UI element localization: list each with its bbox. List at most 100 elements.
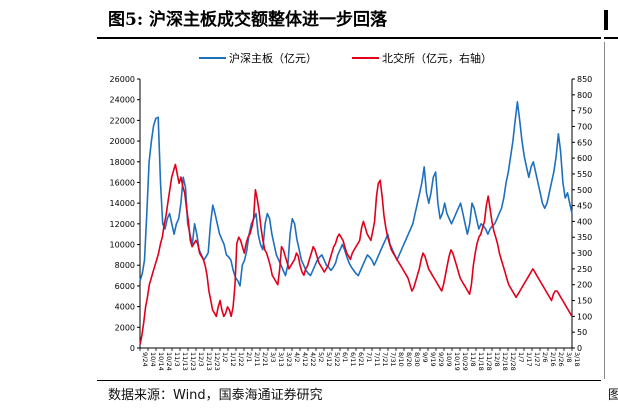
x-tick-label: 2/6 bbox=[541, 352, 549, 362]
y-left-tick-label: 16000 bbox=[110, 178, 135, 187]
y-left-tick-label: 22000 bbox=[110, 116, 135, 125]
x-tick-label: 12/8 bbox=[493, 352, 501, 367]
legend-label-main: 沪深主板（亿元） bbox=[229, 51, 317, 65]
x-tick-label: 11/18 bbox=[477, 352, 485, 371]
x-tick-label: 3/13 bbox=[277, 352, 285, 367]
adjacent-figure-rule bbox=[604, 37, 618, 39]
x-tick-label: 10/4 bbox=[149, 352, 157, 367]
legend-label-bj: 北交所（亿元，右轴） bbox=[382, 51, 492, 65]
series-line-bj bbox=[139, 163, 573, 345]
y-left-tick-label: 2000 bbox=[115, 323, 135, 332]
y-right-tick-label: 300 bbox=[577, 249, 592, 258]
x-tick-label: 12/28 bbox=[509, 352, 517, 371]
y-right-tick-label: 850 bbox=[577, 75, 592, 84]
y-right-tick-label: 550 bbox=[577, 170, 592, 179]
x-tick-label: 11/8 bbox=[469, 352, 477, 367]
bottom-rule bbox=[97, 380, 601, 381]
y-left-tick-label: 18000 bbox=[110, 158, 135, 167]
y-right-tick-label: 0 bbox=[577, 344, 582, 353]
series-lines bbox=[139, 101, 573, 345]
x-tick-label: 11/23 bbox=[189, 352, 197, 371]
y-left-tick-label: 4000 bbox=[115, 303, 135, 312]
x-tick-label: 6/21 bbox=[357, 352, 365, 367]
adjacent-figure-marker bbox=[604, 10, 608, 30]
y-left-tick-label: 6000 bbox=[115, 282, 135, 291]
figure-title: 图5: 沪深主板成交额整体进一步回落 bbox=[108, 10, 388, 30]
y-left-tick-label: 20000 bbox=[110, 137, 135, 146]
x-tick-label: 3/3 bbox=[269, 352, 277, 362]
x-tick-label: 6/1 bbox=[341, 352, 349, 362]
y-right-tick-label: 500 bbox=[577, 186, 592, 195]
x-tick-label: 8/10 bbox=[397, 352, 405, 367]
y-right-tick-label: 750 bbox=[577, 107, 592, 116]
x-tick-label: 2/11 bbox=[253, 352, 261, 367]
y-left-tick-label: 10000 bbox=[110, 241, 135, 250]
x-tick-label: 7/1 bbox=[365, 352, 373, 362]
y-left-tick-label: 8000 bbox=[115, 261, 135, 270]
x-tick-label: 11/28 bbox=[485, 352, 493, 371]
x-tick-label: 12/13 bbox=[205, 352, 213, 371]
x-tick-label: 5/12 bbox=[325, 352, 333, 367]
x-tick-label: 12/18 bbox=[501, 352, 509, 371]
source-note-adjacent: 图 bbox=[608, 388, 618, 403]
y-right-tick-label: 200 bbox=[577, 281, 592, 290]
x-tick-label: 3/8 bbox=[565, 352, 573, 362]
legend: 沪深主板（亿元） 北交所（亿元，右轴） bbox=[199, 51, 492, 65]
x-tick-label: 1/22 bbox=[237, 352, 245, 367]
x-tick-label: 11/13 bbox=[181, 352, 189, 371]
x-tick-label: 1/17 bbox=[525, 352, 533, 367]
x-tick-label: 2/16 bbox=[549, 352, 557, 367]
y-right-tick-label: 50 bbox=[577, 328, 587, 337]
x-tick-label: 10/19 bbox=[453, 352, 461, 371]
x-tick-label: 4/2 bbox=[293, 352, 301, 362]
y-left-tick-label: 0 bbox=[130, 344, 135, 353]
x-tick-label: 9/19 bbox=[429, 352, 437, 367]
y-left-tick-label: 24000 bbox=[110, 96, 135, 105]
x-tick-label: 10/9 bbox=[445, 352, 453, 367]
adjacent-figure-divider bbox=[604, 42, 605, 379]
x-tick-label: 3/23 bbox=[285, 352, 293, 367]
y-right-tick-label: 600 bbox=[577, 154, 592, 163]
x-tick-label: 5/22 bbox=[333, 352, 341, 367]
y-right-tick-labels: 0 50 100 150 200 250 300 350 400 450 500 550 600 650 7… bbox=[572, 75, 592, 353]
x-tick-label: 1/2 bbox=[221, 352, 229, 362]
y-right-tick-label: 150 bbox=[577, 297, 592, 306]
x-tick-label: 10/29 bbox=[461, 352, 469, 371]
x-tick-label: 12/23 bbox=[213, 352, 221, 371]
y-left-tick-labels: 0 2000 4000 6000 8000 10000 12000 14000 16000 180… bbox=[110, 75, 140, 353]
x-tick-label: 3/18 bbox=[573, 352, 581, 367]
x-tick-label: 7/21 bbox=[381, 352, 389, 367]
x-tick-label: 4/22 bbox=[309, 352, 317, 367]
y-left-tick-label: 12000 bbox=[110, 220, 135, 229]
x-tick-label: 4/12 bbox=[301, 352, 309, 367]
y-right-tick-label: 100 bbox=[577, 312, 592, 321]
y-right-tick-label: 250 bbox=[577, 265, 592, 274]
y-right-tick-label: 350 bbox=[577, 233, 592, 242]
y-right-tick-label: 700 bbox=[577, 122, 592, 131]
y-right-tick-label: 400 bbox=[577, 217, 592, 226]
x-tick-label: 2/26 bbox=[557, 352, 565, 367]
x-tick-label: 2/1 bbox=[245, 352, 253, 362]
x-tick-label: 8/30 bbox=[413, 352, 421, 367]
x-tick-labels: 9/24 10/4 10/14 10/24 11/3 11/13 11/23 12/3 12/1… bbox=[139, 348, 581, 371]
y-left-tick-label: 26000 bbox=[110, 75, 135, 84]
y-right-tick-label: 800 bbox=[577, 91, 592, 100]
x-tick-label: 1/27 bbox=[533, 352, 541, 367]
x-tick-label: 7/11 bbox=[373, 352, 381, 367]
x-tick-label: 7/31 bbox=[389, 352, 397, 367]
x-tick-label: 10/24 bbox=[165, 352, 173, 371]
x-tick-label: 12/3 bbox=[197, 352, 205, 367]
y-left-tick-label: 14000 bbox=[110, 199, 135, 208]
y-right-tick-label: 650 bbox=[577, 138, 592, 147]
top-rule bbox=[97, 37, 601, 39]
series-line-main bbox=[139, 101, 573, 287]
x-tick-label: 9/29 bbox=[437, 352, 445, 367]
x-tick-label: 10/14 bbox=[157, 352, 165, 371]
x-tick-label: 1/12 bbox=[229, 352, 237, 367]
y-right-tick-label: 450 bbox=[577, 202, 592, 211]
x-tick-label: 9/24 bbox=[141, 352, 149, 367]
x-tick-label: 11/3 bbox=[173, 352, 181, 367]
x-tick-label: 8/20 bbox=[405, 352, 413, 367]
source-note: 数据来源：Wind，国泰海通证券研究 bbox=[108, 388, 323, 403]
